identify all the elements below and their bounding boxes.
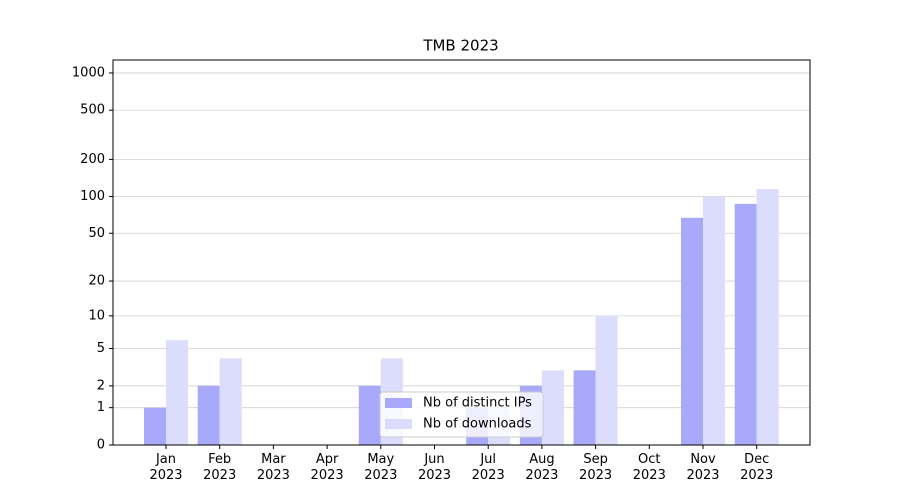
- y-tick-label: 5: [97, 341, 105, 356]
- x-tick-holder: Sep 2023: [579, 452, 613, 483]
- bar: [681, 217, 703, 445]
- x-tick-label: Jun 2023: [417, 452, 452, 483]
- x-tick-holder: Dec 2023: [740, 452, 774, 483]
- x-tick-holder: Jun 2023: [417, 452, 452, 483]
- plot-frame: [112, 59, 811, 446]
- y-tick-label: 2: [97, 378, 105, 393]
- bar: [573, 370, 596, 445]
- y-tick-label: 0: [97, 438, 105, 453]
- bar: [541, 370, 564, 445]
- bar: [358, 385, 381, 445]
- x-tick-holder: Mar 2023: [256, 452, 290, 483]
- legend-swatch: [385, 419, 412, 429]
- x-tick-label: Aug 2023: [525, 452, 559, 483]
- x-tick-label: Sep 2023: [579, 452, 613, 483]
- legend-swatch: [385, 398, 412, 408]
- bar: [595, 315, 618, 445]
- bar: [197, 385, 220, 445]
- y-tick-label: 200: [80, 152, 105, 167]
- x-tick-holder: Feb 2023: [203, 452, 237, 483]
- x-tick-label: Oct 2023: [632, 452, 666, 483]
- y-tick-label: 500: [80, 103, 105, 118]
- bar: [734, 203, 757, 445]
- x-tick-holder: Aug 2023: [525, 452, 559, 483]
- y-tick-label: 20: [88, 274, 105, 289]
- x-tick-label: Feb 2023: [203, 452, 237, 483]
- y-tick-label: 1000: [72, 65, 105, 80]
- x-tick-label: Nov 2023: [686, 452, 720, 483]
- x-tick-holder: May 2023: [364, 452, 398, 483]
- x-tick-holder: Nov 2023: [686, 452, 720, 483]
- x-tick-label: Apr 2023: [310, 452, 344, 483]
- bar: [703, 196, 725, 445]
- bar: [144, 407, 166, 445]
- y-tick-label: 1: [97, 400, 105, 415]
- y-tick-label: 50: [88, 226, 105, 241]
- y-tick-label: 100: [80, 189, 105, 204]
- bar: [166, 340, 188, 445]
- x-tick-label: Mar 2023: [256, 452, 290, 483]
- x-tick-label: Jul 2023: [471, 452, 505, 483]
- x-tick-holder: Jan 2023: [149, 452, 183, 483]
- x-tick-holder: Oct 2023: [632, 452, 666, 483]
- legend-box: [379, 391, 544, 438]
- bar: [756, 189, 779, 445]
- legend-label: Nb of distinct IPs: [423, 396, 532, 411]
- y-tick-label: 10: [88, 308, 105, 323]
- x-tick-label: Dec 2023: [740, 452, 774, 483]
- x-tick-label: Jan 2023: [149, 452, 183, 483]
- x-tick-holder: Jul 2023: [471, 452, 505, 483]
- chart-title: TMB 2023: [422, 37, 498, 55]
- x-tick-holder: Apr 2023: [310, 452, 344, 483]
- legend-label: Nb of downloads: [423, 417, 532, 432]
- bar: [219, 358, 242, 445]
- x-tick-label: May 2023: [364, 452, 398, 483]
